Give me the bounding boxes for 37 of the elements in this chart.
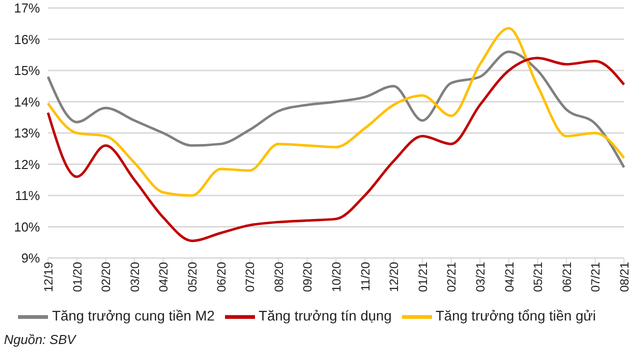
- x-tick-label: 07/20: [243, 262, 258, 292]
- y-tick-label: 10%: [14, 219, 40, 234]
- legend-label: Tăng trưởng tín dụng: [258, 308, 392, 324]
- x-tick-label: 03/21: [474, 262, 488, 292]
- legend-label: Tăng trưởng tổng tiền gửi: [436, 308, 596, 324]
- x-tick-label: 02/20: [99, 262, 114, 292]
- y-tick-label: 9%: [21, 250, 40, 266]
- x-tick-label: 06/21: [560, 262, 574, 292]
- y-tick-label: 14%: [14, 94, 40, 110]
- text: Nguồn: SBV: [3, 332, 78, 347]
- line-series: [46, 56, 626, 242]
- x-tick-label: 11/20: [358, 262, 372, 292]
- y-tick-label: 13%: [14, 126, 40, 141]
- y-tick-label: 17%: [14, 0, 40, 16]
- y-tick-label: 16%: [14, 32, 40, 47]
- x-tick-label: 03/20: [128, 262, 142, 292]
- x-tick-label: 09/20: [300, 262, 315, 292]
- y-tick-label: 15%: [14, 63, 40, 78]
- x-tick-label: 08/20: [272, 262, 286, 292]
- x-tick-label: 07/21: [588, 262, 603, 292]
- x-tick-label: 06/20: [214, 262, 228, 292]
- x-tick-label: 01/21: [416, 262, 430, 292]
- x-tick-label: 12/20: [387, 262, 402, 292]
- x-tick-label: 02/21: [444, 262, 459, 292]
- line-series: [46, 50, 626, 169]
- x-tick-label: 01/20: [70, 262, 84, 292]
- x-tick-label: 04/20: [156, 262, 171, 292]
- x-tick-label: 05/20: [186, 262, 200, 292]
- line-series: [46, 27, 626, 197]
- y-tick-label: 11%: [14, 188, 40, 204]
- legend-label: Tăng trưởng cung tiền M2: [52, 308, 215, 324]
- x-tick-label: 05/21: [531, 262, 546, 292]
- y-tick-label: 12%: [14, 156, 40, 172]
- x-tick-label: 08/21: [618, 262, 632, 292]
- x-tick-label: 10/20: [330, 262, 344, 292]
- x-tick-label: 12/19: [42, 262, 56, 292]
- x-tick-label: 04/21: [502, 262, 516, 292]
